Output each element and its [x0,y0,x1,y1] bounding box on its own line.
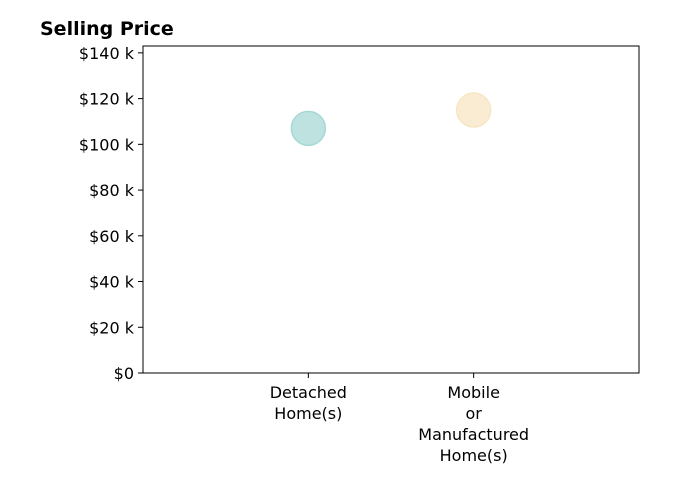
x-tick-label-line: Home(s) [440,446,508,465]
data-points [290,92,492,147]
y-tick-label: $140 k [79,44,135,63]
data-point [290,110,327,147]
x-tick-label-line: Manufactured [418,425,529,444]
x-tick-label: Detached Home(s) [270,383,347,423]
y-tick-label: $100 k [79,135,135,154]
y-tick-label: $60 k [89,227,135,246]
x-tick-label-line: Detached [270,383,347,402]
x-tick-label-line: or [465,404,482,423]
data-point [455,92,492,128]
y-tick-label: $80 k [89,181,135,200]
y-tick-label: $0 [114,364,134,383]
y-tick-label: $40 k [89,273,135,292]
x-tick-label-line: Home(s) [274,404,342,423]
chart-title: Selling Price [40,18,174,40]
plot-area [142,45,640,374]
x-axis: Detached Home(s) Mobile or Manufactured Home(… [270,373,529,465]
y-tick-label: $20 k [89,318,135,337]
x-tick-label: Mobile or Manufactured Home(s) [418,383,529,465]
x-tick-label-line: Mobile [447,383,499,402]
y-tick-label: $120 k [79,90,135,109]
y-axis: $0 $20 k $40 k $60 k $80 k $100 k $120 k $140 k [79,44,143,383]
